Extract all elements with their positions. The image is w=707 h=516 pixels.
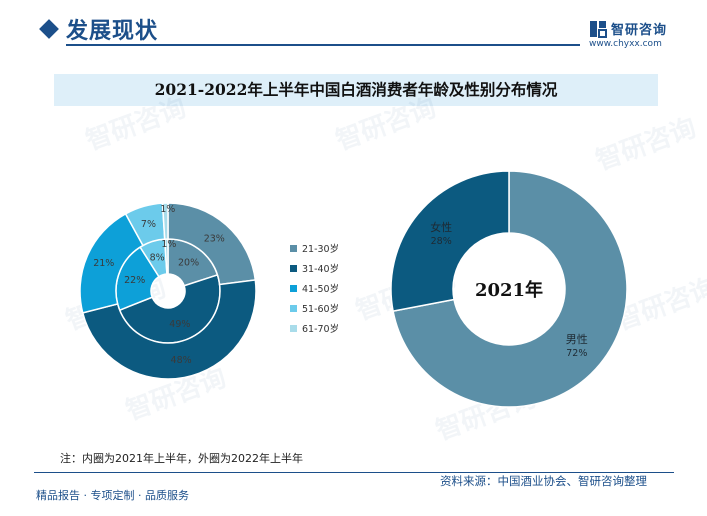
donut-center-label: 2021年 (475, 279, 543, 301)
donut-label-inner-1: 20% (178, 258, 199, 269)
gender-value-label-2: 28% (431, 236, 452, 247)
donut-label-inner-4: 8% (150, 253, 165, 264)
gender-name-label-2: 女性 (430, 220, 452, 234)
gender-segment-2 (390, 170, 510, 312)
chart-title-bar: 2021-2022年上半年中国白酒消费者年龄及性别分布情况 (54, 74, 658, 106)
data-source: 资料来源：中国酒业协会、智研咨询整理 (440, 474, 647, 488)
gender-name-label-1: 男性 (566, 332, 588, 346)
page-title: 发展现状 (66, 19, 159, 44)
watermark-text: 智研咨询 (82, 92, 190, 157)
gender-segment-1 (392, 170, 628, 408)
legend-swatch-5 (290, 325, 297, 332)
donut-label-outer-3: 21% (93, 258, 114, 269)
legend-swatch-2 (290, 265, 297, 272)
legend-swatch-3 (290, 285, 297, 292)
gender-value-label-1: 72% (566, 348, 587, 359)
footer-divider (34, 472, 674, 473)
donut-segment-outer-2 (81, 279, 257, 380)
watermark-text: 智研咨询 (332, 92, 440, 157)
donut-label-outer-1: 23% (204, 233, 225, 244)
donut-label-outer-4: 7% (141, 219, 156, 230)
donut-label-inner-3: 22% (124, 275, 145, 286)
footer-slogan: 精品报告 · 专项定制 · 品质服务 (36, 489, 189, 502)
logo: 智研咨询 www.chyxx.com (589, 18, 689, 52)
logo-name: 智研咨询 (611, 23, 668, 38)
legend-label-5: 61-70岁 (302, 323, 339, 335)
age-legend: 21-30岁 31-40岁 41-50岁 51-60岁 61-70岁 (290, 243, 339, 335)
header-divider (66, 44, 580, 46)
donut-label-inner-5: 1% (161, 239, 176, 250)
watermark-text: 智研咨询 (592, 112, 700, 177)
logo-icon (590, 21, 607, 38)
legend-label-1: 21-30岁 (302, 243, 339, 255)
donut-label-outer-5: 1% (160, 204, 175, 215)
legend-swatch-4 (290, 305, 297, 312)
chart-title: 2021-2022年上半年中国白酒消费者年龄及性别分布情况 (154, 80, 558, 99)
donut-segment-outer-5 (161, 202, 169, 240)
donut-label-outer-2: 48% (171, 355, 192, 366)
header: 发展现状 智研咨询 www.chyxx.com (0, 0, 707, 58)
logo-url[interactable]: www.chyxx.com (589, 39, 662, 49)
legend-label-3: 41-50岁 (302, 283, 339, 295)
chart-footnote: 注：内圈为2021年上半年，外圈为2022年上半年 (60, 452, 303, 465)
donut-label-inner-2: 49% (169, 319, 190, 330)
legend-swatch-1 (290, 245, 297, 252)
legend-label-2: 31-40岁 (302, 263, 339, 275)
gender-donut-chart: 男性 72% 女性 28% 2021年 (390, 170, 628, 408)
legend-label-4: 51-60岁 (302, 303, 339, 315)
age-donut-chart: 20% 49% 22% 8% 1% 23% 48% 21% 7% 1% (79, 202, 257, 380)
